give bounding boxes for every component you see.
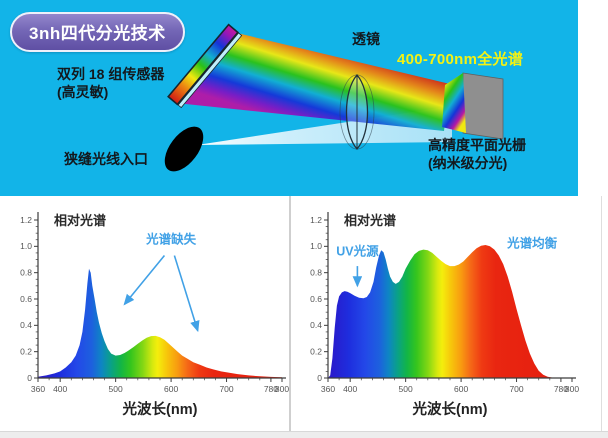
svg-text:360: 360 [321,384,335,394]
svg-text:1.2: 1.2 [20,215,32,225]
spectrum-chart-deficient: 0 0.2 0.4 0.6 0.8 1.0 1.2 360 400 500 600 700 780800… [20,212,289,418]
svg-text:0.4: 0.4 [310,320,322,330]
svg-text:1.2: 1.2 [310,215,322,225]
sensor-label-line2: (高灵敏) [57,83,109,100]
spectral-technology-diagram: 3nh四代分光技术 双列 18 组传感器 (高灵敏) 狭缝光线入口 透镜 400… [0,0,578,196]
sensor-label: 双列 18 组传感器 (高灵敏) [57,66,164,101]
svg-text:相对光谱: 相对光谱 [54,213,106,228]
spectrum-chart-balanced: 0 0.2 0.4 0.6 0.8 1.0 1.2 360 400 500 600 700 780800… [310,212,579,418]
svg-text:0.2: 0.2 [310,346,322,356]
svg-text:光谱缺失: 光谱缺失 [145,232,197,247]
svg-text:780: 780 [264,384,278,394]
svg-text:0.6: 0.6 [20,294,32,304]
svg-text:0.6: 0.6 [310,294,322,304]
svg-text:0.8: 0.8 [310,267,322,277]
svg-text:光谱均衡: 光谱均衡 [506,236,558,251]
svg-text:700: 700 [219,384,233,394]
grating-label-line1: 高精度平面光栅 [428,137,526,153]
svg-text:400: 400 [343,384,357,394]
svg-text:600: 600 [164,384,178,394]
slit-label: 狭缝光线入口 [64,151,148,167]
svg-text:光波长(nm): 光波长(nm) [122,400,198,418]
rainbow-beam [176,33,450,131]
title-badge: 3nh四代分光技术 [10,12,185,52]
sensor-label-line1: 双列 18 组传感器 [57,66,165,82]
svg-text:1.0: 1.0 [310,241,322,251]
slit-graphic [164,126,204,172]
svg-text:800: 800 [565,384,579,394]
svg-text:0.8: 0.8 [20,267,32,277]
svg-text:700: 700 [509,384,523,394]
svg-text:600: 600 [454,384,468,394]
svg-text:800: 800 [275,384,289,394]
svg-text:400: 400 [53,384,67,394]
svg-text:0.4: 0.4 [20,320,32,330]
svg-text:780: 780 [554,384,568,394]
lens-graphic [339,74,375,150]
grating-label-line2: (纳米级分光) [428,154,508,171]
svg-text:0: 0 [317,373,322,383]
svg-text:0.2: 0.2 [20,346,32,356]
grating-graphic [442,72,504,140]
svg-text:500: 500 [109,384,123,394]
svg-text:1.0: 1.0 [20,241,32,251]
spectrum-range-label: 400-700nm全光谱 [397,51,524,68]
svg-text:UV光源: UV光源 [336,244,379,259]
svg-text:360: 360 [31,384,45,394]
page-edge-line [601,196,602,438]
svg-text:500: 500 [399,384,413,394]
spectrum-comparison-section: 0 0.2 0.4 0.6 0.8 1.0 1.2 360 400 500 600 700 780 800… [0,196,608,438]
sensor-array-graphic [167,23,243,109]
lens-label: 透镜 [352,31,380,47]
svg-text:光波长(nm): 光波长(nm) [412,400,488,418]
grating-label: 高精度平面光栅 (纳米级分光) [428,137,526,172]
bottom-strip [0,431,608,438]
svg-text:0: 0 [27,373,32,383]
light-path-graphic [164,23,504,172]
vertical-divider [289,196,291,431]
svg-text:相对光谱: 相对光谱 [344,213,396,228]
